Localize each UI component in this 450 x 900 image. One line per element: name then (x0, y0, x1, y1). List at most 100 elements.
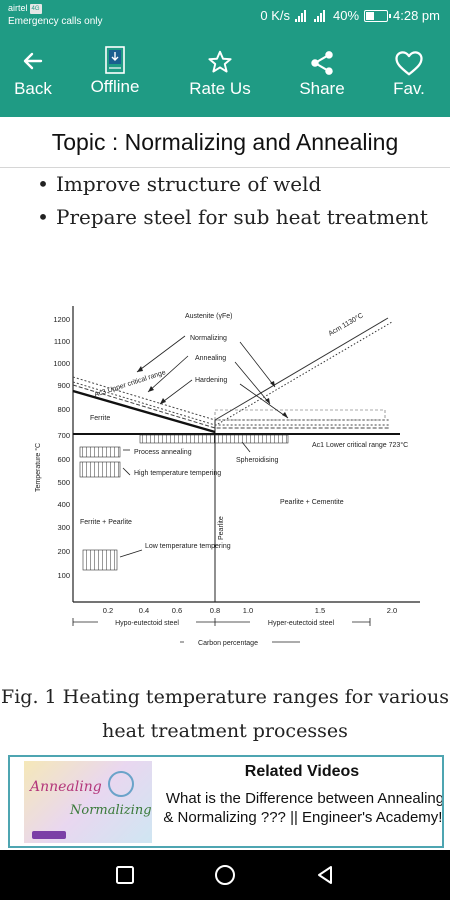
y-tick: 200 (57, 547, 70, 556)
battery-percent: 40% (332, 8, 360, 23)
low-temp-tempering-band (82, 549, 118, 571)
bullet-dot: • (37, 205, 49, 229)
label-normalizing: Normalizing (190, 335, 227, 342)
share-icon (311, 51, 333, 75)
arrow-hardening (159, 379, 193, 405)
y-tick: 1200 (53, 315, 70, 324)
back-label: Back (14, 79, 52, 98)
label-annealing: Annealing (195, 355, 226, 362)
y-tick: 100 (57, 571, 70, 580)
x-tick: 0.4 (139, 606, 149, 615)
hardening-band (214, 409, 386, 421)
y-tick: 900 (57, 381, 70, 390)
bullet-text: Prepare steel for sub heat treatment (56, 205, 428, 229)
y-tick: 1000 (53, 359, 70, 368)
network-speed: 0 K/s (260, 8, 290, 23)
y-tick: 500 (57, 478, 70, 487)
toolbar: Back Offline Rate Us Share Fav. (0, 33, 450, 117)
back-button[interactable]: Back (8, 33, 58, 117)
signal-icon (294, 9, 309, 22)
x-tick: 0.2 (103, 606, 113, 615)
arrow-spheroidising (241, 441, 251, 453)
channel-logo-icon (108, 771, 134, 797)
arrow-annealing-right (234, 361, 271, 405)
thumbnail-text-normalizing: Normalizing (70, 803, 152, 818)
arrow-annealing (147, 355, 189, 393)
label-pearlite: Pearlite (218, 516, 225, 540)
arrow-left-icon (23, 52, 43, 70)
process-annealing-band (79, 446, 121, 458)
star-icon (208, 50, 232, 73)
thumbnail-text-annealing: Annealing (30, 779, 102, 795)
arrow-normalizing (136, 335, 186, 373)
y-tick: 400 (57, 500, 70, 509)
bullet-item: • Improve structure of weld (30, 168, 430, 201)
y-axis-label: Temperature °C (34, 443, 42, 492)
heart-icon (395, 51, 423, 76)
home-circle-icon[interactable] (213, 863, 237, 887)
favourite-label: Fav. (393, 79, 425, 98)
y-tick: 600 (57, 455, 70, 464)
status-indicators: 0 K/s 40% 4:28 pm (260, 8, 440, 23)
arrow-tempering (122, 467, 131, 476)
battery-fill (366, 11, 375, 20)
status-bar: airtel 4G Emergency calls only 0 K/s 40% … (0, 0, 450, 33)
bullet-text: Improve structure of weld (56, 172, 322, 196)
label-ac1-lower: Ac1 Lower critical range 723°C (312, 441, 408, 449)
x-tick: 2.0 (387, 606, 397, 615)
label-austenite: Austenite (γFe) (185, 313, 232, 320)
x-tick: 0.8 (210, 606, 220, 615)
annealing-line (72, 384, 390, 429)
label-acm: Acm 1130°C (327, 311, 365, 337)
carrier-name: airtel 4G (8, 3, 42, 14)
signal-icon-2 (313, 9, 328, 22)
label-ac3-upper: Ac3 Upper critical range (93, 369, 166, 399)
emergency-text: Emergency calls only (8, 16, 103, 27)
heat-treatment-diagram: Temperature °C 1200 1100 1000 900 800 70… (34, 306, 420, 647)
download-document-icon (105, 46, 125, 74)
figure-caption: Fig. 1 Heating temperature ranges for va… (1, 686, 449, 742)
x-tick: 1.0 (243, 606, 253, 615)
label-spheroidising: Spheroidising (236, 457, 279, 464)
back-triangle-icon[interactable] (313, 863, 337, 887)
related-video-description[interactable]: What is the Difference between Annealing… (163, 790, 444, 826)
share-label: Share (299, 79, 345, 98)
acm-hatch (217, 321, 393, 425)
y-tick: 300 (57, 523, 70, 532)
carrier-badge: 4G (29, 3, 42, 14)
high-temp-tempering-band (79, 461, 121, 478)
label-pearlite-cementite: Pearlite + Cementite (280, 499, 344, 506)
bullet-dot: • (37, 172, 49, 196)
spheroidising-band (139, 434, 289, 444)
label-hypo-eutectoid: Hypo-eutectoid steel (115, 620, 179, 627)
recents-square-icon[interactable] (113, 863, 137, 887)
clock: 4:28 pm (393, 8, 440, 23)
arrow-low-tempering (119, 549, 143, 558)
share-button[interactable]: Share (292, 33, 352, 117)
rate-us-button[interactable]: Rate Us (186, 33, 254, 117)
y-tick: 800 (57, 405, 70, 414)
video-thumbnail[interactable]: Annealing Normalizing (24, 761, 152, 843)
arrow-normalizing-right (239, 341, 276, 388)
favourite-button[interactable]: Fav. (384, 33, 434, 117)
y-tick: 1100 (54, 337, 70, 346)
system-nav-bar (0, 850, 450, 900)
normalizing-line-2 (72, 381, 390, 426)
offline-label: Offline (90, 77, 140, 96)
arrow-hardening-right (239, 383, 289, 419)
battery-icon (364, 9, 392, 22)
acm-line (214, 317, 389, 421)
label-ferrite: Ferrite (90, 415, 110, 422)
rate-us-label: Rate Us (189, 79, 251, 98)
topic-title: Topic : Normalizing and Annealing (0, 117, 450, 168)
offline-button[interactable]: Offline (82, 33, 148, 117)
bullet-item: • Prepare steel for sub heat treatment (30, 201, 430, 234)
y-tick: 700 (57, 431, 70, 440)
label-high-temp-tempering: High temperature tempering (134, 470, 221, 477)
label-low-temp-tempering: Low temperature tempering (145, 543, 231, 550)
bullet-list: • Improve structure of weld • Prepare st… (30, 168, 430, 234)
related-videos-title: Related Videos (244, 763, 360, 780)
label-process-annealing: Process annealing (134, 449, 192, 456)
related-video-card[interactable]: Annealing Normalizing Related Videos Wha… (8, 755, 444, 848)
x-axis-label: Carbon percentage (198, 640, 258, 647)
